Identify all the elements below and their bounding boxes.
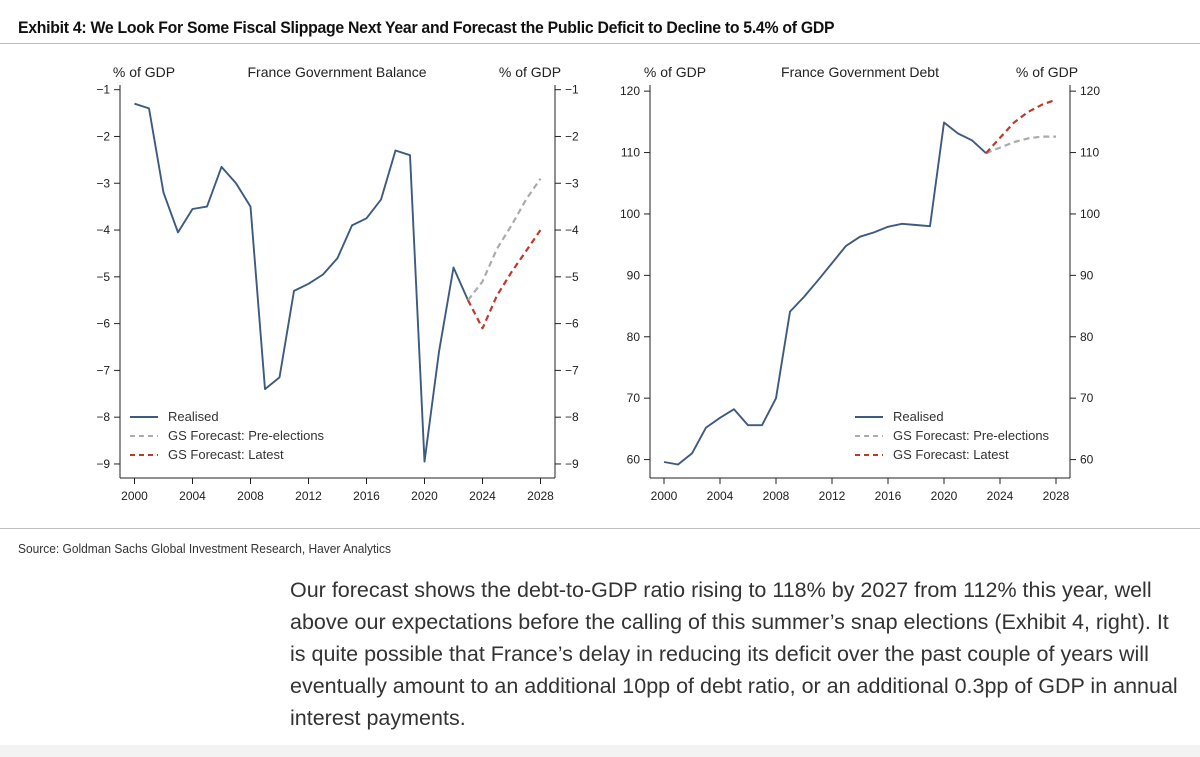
x-tick-label: 2008 (237, 489, 264, 503)
x-tick-label: 2024 (469, 489, 496, 503)
y-tick-label-left: −6 (96, 317, 110, 331)
y-tick-label-right: 80 (1080, 330, 1094, 344)
series-line-latest (467, 229, 542, 330)
y-tick-label-right: 110 (1080, 146, 1099, 160)
y-tick-label-right: 60 (1080, 453, 1094, 467)
y-tick-label-left: −4 (96, 223, 110, 237)
y-tick-label-left: −3 (96, 176, 110, 190)
y-tick-label-left: 90 (627, 268, 641, 282)
x-tick-label: 2004 (707, 489, 734, 503)
charts-container: % of GDP France Government Balance % of GD… (96, 64, 1100, 503)
chart-debt-title: France Government Debt (781, 64, 939, 80)
y-tick-label-left: −1 (96, 83, 110, 97)
y-tick-label-right: −2 (565, 129, 579, 143)
x-tick-label: 2020 (411, 489, 438, 503)
y-tick-label-left: 100 (620, 207, 640, 221)
series-line-latest (985, 98, 1057, 154)
y-tick-label-right: 70 (1080, 391, 1094, 405)
top-divider (0, 43, 1200, 44)
x-tick-label: 2008 (763, 489, 790, 503)
y-tick-label-left: 110 (621, 146, 640, 160)
chart-debt: % of GDP France Government Debt% of GDP12… (620, 64, 1100, 503)
y-tick-label-right: −7 (565, 363, 579, 377)
series-line-realised (134, 102, 469, 463)
series-line-pre-elections (467, 177, 542, 301)
y-tick-label-left: 60 (627, 453, 641, 467)
legend-label-realised: Realised (893, 409, 944, 424)
y-tick-label-left: −7 (96, 363, 110, 377)
y-tick-label-right: −9 (565, 457, 579, 471)
series-line-realised (663, 121, 987, 466)
y-tick-label-right: −1 (565, 83, 579, 97)
x-tick-label: 2024 (987, 489, 1014, 503)
y-tick-label-left: −8 (96, 410, 110, 424)
x-tick-label: 2016 (353, 489, 380, 503)
y-tick-label-right: −5 (565, 270, 579, 284)
x-tick-label: 2000 (651, 489, 678, 503)
series-line-pre-elections (985, 135, 1056, 155)
y-tick-label-left: 70 (627, 391, 641, 405)
x-tick-label: 2028 (1043, 489, 1070, 503)
chart-balance-ylabel-left: % of GDP (113, 64, 175, 80)
y-tick-label-left: 80 (627, 330, 641, 344)
chart-debt-ylabel-left: % of GDP (644, 64, 706, 80)
legend-label-realised: Realised (168, 409, 219, 424)
legend-label-latest: GS Forecast: Latest (168, 447, 284, 462)
y-tick-label-left: −9 (96, 457, 110, 471)
y-tick-label-right: −4 (565, 223, 579, 237)
x-tick-label: 2012 (819, 489, 846, 503)
y-tick-label-right: −6 (565, 317, 579, 331)
y-tick-label-left: −2 (96, 129, 110, 143)
y-tick-label-right: −8 (565, 410, 579, 424)
chart-balance: % of GDP France Government Balance % of GD… (96, 64, 579, 503)
chart-debt-ylabel-right: % of GDP (1016, 64, 1078, 80)
legend-label-latest: GS Forecast: Latest (893, 447, 1009, 462)
y-tick-label-left: 120 (620, 84, 640, 98)
y-tick-label-right: −3 (565, 176, 579, 190)
legend-label-pre-elections: GS Forecast: Pre-elections (168, 428, 325, 443)
y-tick-label-right: 120 (1080, 84, 1100, 98)
x-tick-label: 2016 (875, 489, 902, 503)
x-tick-label: 2028 (527, 489, 554, 503)
y-tick-label-right: 90 (1080, 268, 1094, 282)
chart-balance-title: France Government Balance (248, 64, 427, 80)
bottom-divider (0, 528, 1200, 529)
source-note: Source: Goldman Sachs Global Investment … (18, 541, 391, 556)
x-tick-label: 2004 (179, 489, 206, 503)
page-footer-strip (0, 745, 1200, 757)
x-tick-label: 2020 (931, 489, 958, 503)
chart-balance-ylabel-right: % of GDP (499, 64, 561, 80)
legend-label-pre-elections: GS Forecast: Pre-elections (893, 428, 1050, 443)
x-tick-label: 2000 (121, 489, 148, 503)
commentary-paragraph: Our forecast shows the debt-to-GDP ratio… (290, 578, 1178, 730)
exhibit-title: Exhibit 4: We Look For Some Fiscal Slipp… (18, 18, 835, 37)
x-tick-label: 2012 (295, 489, 322, 503)
y-tick-label-right: 100 (1080, 207, 1100, 221)
y-tick-label-left: −5 (96, 270, 110, 284)
